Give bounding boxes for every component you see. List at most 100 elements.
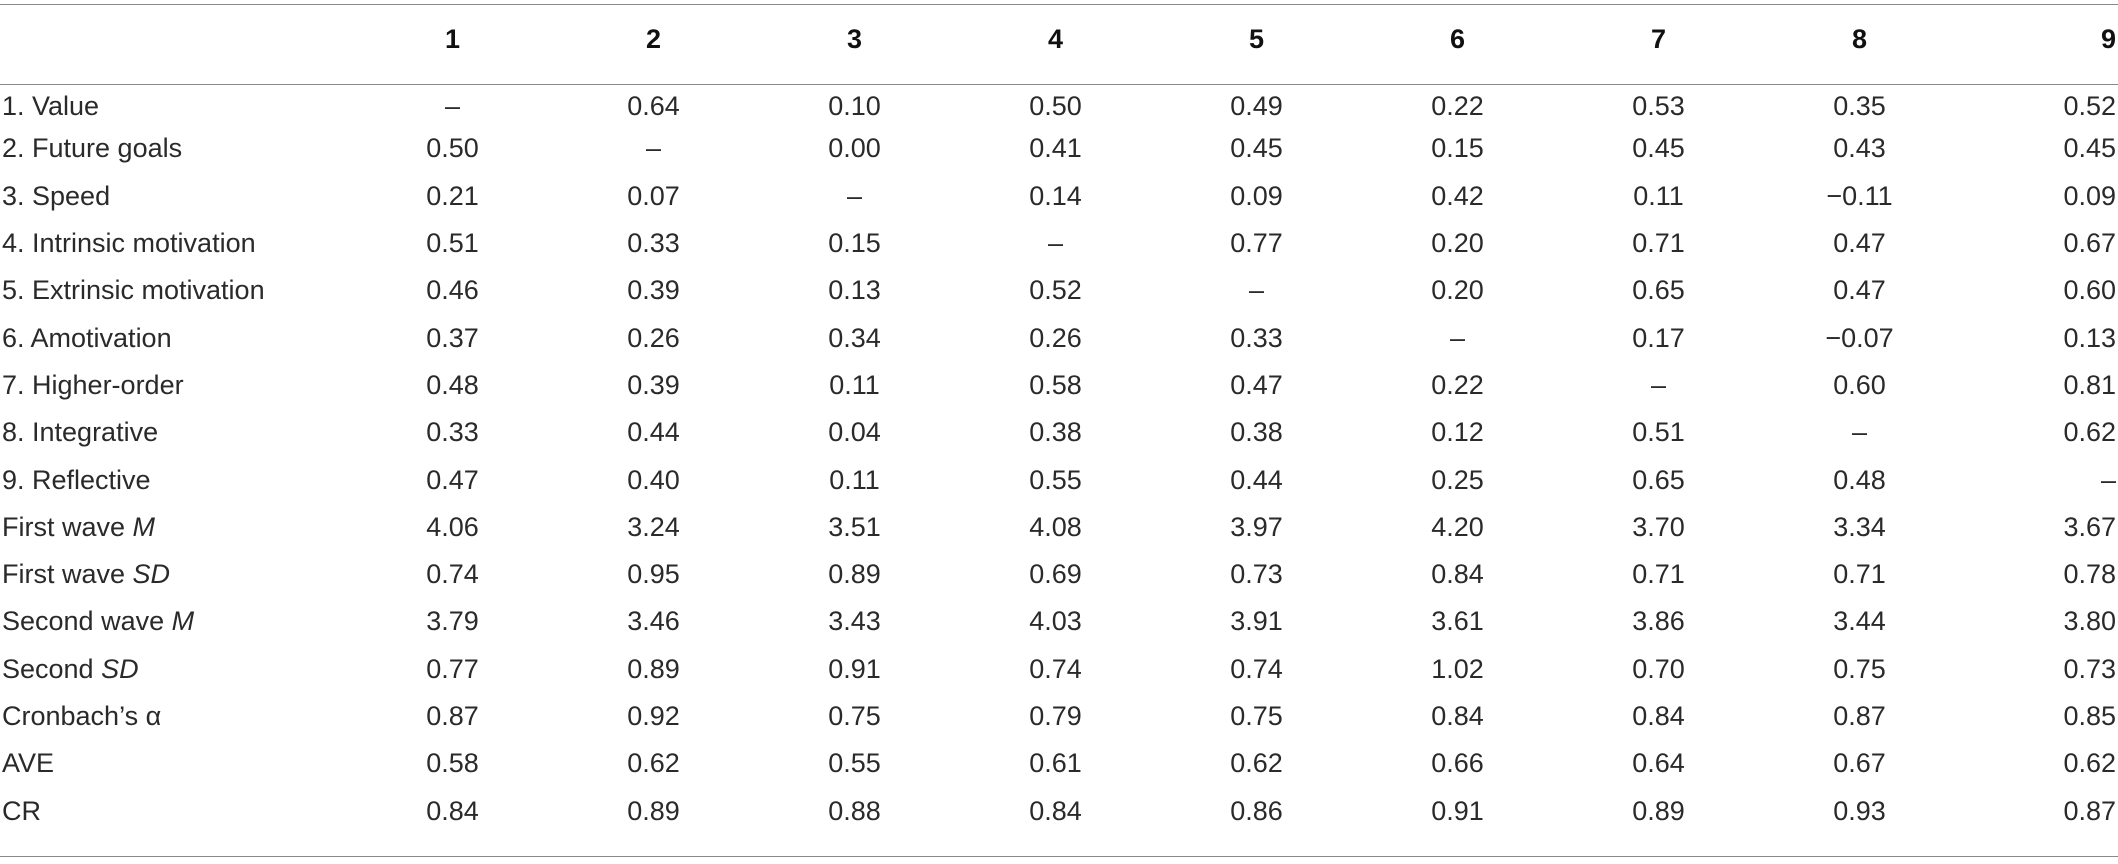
row-label: First wave M	[0, 504, 352, 551]
table-cell: 0.38	[1230, 417, 1283, 448]
table-cell: –	[1449, 322, 1466, 353]
table-cell: 0.45	[1230, 133, 1283, 164]
table-cell: 0.17	[1632, 322, 1685, 353]
table-cell: 0.95	[627, 559, 680, 590]
table-cell: 0.65	[1632, 275, 1685, 306]
table-cell: 0.69	[1029, 559, 1082, 590]
column-header-7: 7	[1650, 23, 1667, 54]
table-cell: 0.71	[1632, 228, 1685, 259]
row-label: 2. Future goals	[0, 125, 352, 172]
table-body: 1. Value – 0.64 0.10 0.50 0.49 0.22 0.53 0.35 0.5…	[0, 78, 2118, 835]
table-cell: 0.50	[426, 133, 479, 164]
table-cell: 3.79	[426, 606, 479, 637]
table-cell: 0.87	[2063, 795, 2116, 826]
table-header-rule	[0, 84, 2118, 85]
table-cell: 0.14	[1029, 180, 1082, 211]
table-cell: 3.97	[1230, 511, 1283, 542]
table-row: Second wave M 3.79 3.46 3.43 4.03 3.91 3.61 3.8…	[0, 598, 2118, 645]
table-cell: 0.42	[1431, 180, 1484, 211]
table-cell: 0.46	[426, 275, 479, 306]
row-label: CR	[0, 787, 352, 834]
table-cell: 0.47	[1230, 369, 1283, 400]
table-cell: −0.07	[1825, 322, 1894, 353]
table-cell: 0.81	[2063, 369, 2116, 400]
row-label: 1. Value	[0, 78, 352, 125]
table-cell: 0.55	[1029, 464, 1082, 495]
row-label-text: Second wave	[2, 606, 172, 637]
table-cell: 0.11	[829, 369, 880, 400]
table-row: 3. Speed 0.21 0.07 – 0.14 0.09 0.42 0.11 −0.11 0.…	[0, 173, 2118, 220]
row-label: 4. Intrinsic motivation	[0, 220, 352, 267]
row-label: 8. Integrative	[0, 409, 352, 456]
table-cell: 3.70	[1632, 511, 1685, 542]
table-cell: 0.22	[1431, 91, 1484, 122]
table-cell: 0.21	[426, 180, 479, 211]
table-cell: 0.33	[1230, 322, 1283, 353]
table-cell: 0.87	[426, 701, 479, 731]
table-cell: 0.20	[1431, 228, 1484, 259]
row-label: Second wave M	[0, 598, 352, 645]
table-row: 5. Extrinsic motivation 0.46 0.39 0.13 0.52 –…	[0, 267, 2118, 314]
column-header-3: 3	[846, 23, 863, 54]
table-cell: 3.34	[1833, 511, 1886, 542]
table-cell: 0.73	[2063, 653, 2116, 684]
table-cell: 0.38	[1029, 417, 1082, 448]
column-header-6: 6	[1449, 23, 1466, 54]
row-label: First wave SD	[0, 551, 352, 598]
table-cell: 0.91	[1431, 795, 1484, 826]
table-cell: 3.91	[1230, 606, 1283, 637]
table-cell: 0.60	[1833, 369, 1886, 400]
row-label: 9. Reflective	[0, 456, 352, 503]
table-cell: 0.41	[1029, 133, 1082, 164]
row-label-text: Second	[2, 653, 102, 684]
table-cell: 0.37	[426, 322, 479, 353]
table-cell: 0.71	[1833, 559, 1886, 590]
table-cell: 0.51	[1632, 417, 1685, 448]
row-label-text: 5. Extrinsic motivation	[2, 275, 265, 306]
table-cell: 3.24	[627, 511, 680, 542]
table-row: 2. Future goals 0.50 – 0.00 0.41 0.45 0.15 0.45…	[0, 125, 2118, 172]
table-cell: 0.84	[1431, 559, 1484, 590]
table-row: 4. Intrinsic motivation 0.51 0.33 0.15 – 0.77…	[0, 220, 2118, 267]
table-cell: 0.34	[828, 322, 881, 353]
table-cell: 0.84	[1632, 701, 1685, 731]
table-cell: 0.75	[1833, 653, 1886, 684]
table-cell: 0.79	[1029, 701, 1082, 731]
table-cell: 0.70	[1632, 653, 1685, 684]
table-cell: 0.20	[1431, 275, 1484, 306]
row-label-text: AVE	[2, 748, 55, 779]
row-label: Second SD	[0, 646, 352, 693]
table-row: 9. Reflective 0.47 0.40 0.11 0.55 0.44 0.25 0.6…	[0, 456, 2118, 503]
table-cell: –	[2100, 464, 2116, 495]
table-cell: 0.48	[1833, 464, 1886, 495]
table-cell: –	[1851, 417, 1868, 448]
row-label: 5. Extrinsic motivation	[0, 267, 352, 314]
table-cell: 0.55	[828, 748, 881, 779]
table-cell: 0.10	[828, 91, 881, 122]
table-cell: 0.52	[1029, 275, 1082, 306]
correlation-table: 1 2 3 4 5 6 7 8 9 1. Value – 0.64 0.10 0.50 0.49 0.22 0…	[0, 23, 2118, 835]
column-header-5: 5	[1248, 23, 1265, 54]
table-cell: 0.44	[627, 417, 680, 448]
table-cell: 0.92	[627, 701, 680, 731]
table-cell: 3.61	[1431, 606, 1484, 637]
table-row: 1. Value – 0.64 0.10 0.50 0.49 0.22 0.53 0.35 0.5…	[0, 78, 2118, 125]
row-label-text: 9. Reflective	[2, 464, 151, 495]
table-cell: −0.11	[1826, 180, 1893, 211]
table-cell: 0.58	[1029, 369, 1082, 400]
row-label-statistic: SD	[101, 653, 139, 684]
table-cell: 0.52	[2063, 91, 2116, 122]
table-cell: 0.50	[1029, 91, 1082, 122]
table-cell: 0.13	[828, 275, 881, 306]
table-cell: 0.84	[426, 795, 479, 826]
table-cell: 0.91	[828, 653, 881, 684]
table-cell: 0.15	[1431, 133, 1484, 164]
column-header-8: 8	[1851, 23, 1868, 54]
table-cell: 0.15	[828, 228, 881, 259]
table-cell: 3.80	[2063, 606, 2116, 637]
table-cell: 3.51	[828, 511, 881, 542]
row-label-text: 2. Future goals	[2, 133, 183, 164]
table-row: 6. Amotivation 0.37 0.26 0.34 0.26 0.33 – 0.17 −…	[0, 314, 2118, 361]
table-cell: 0.22	[1431, 369, 1484, 400]
